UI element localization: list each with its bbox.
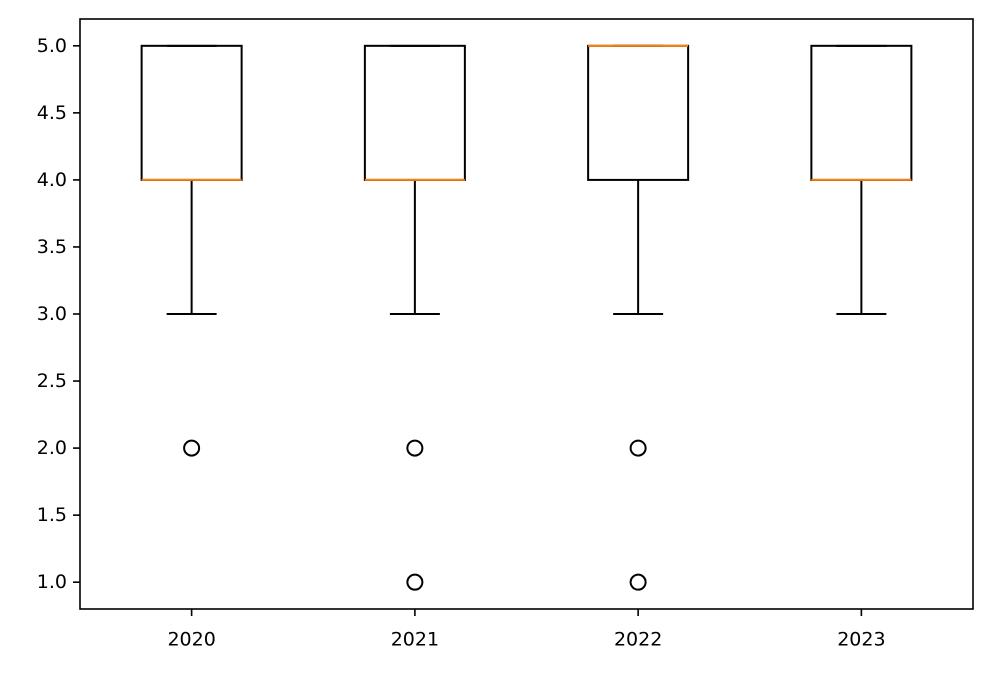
- y-tick-label: 3.5: [37, 236, 67, 258]
- y-tick-label: 3.0: [37, 303, 67, 325]
- x-tick-label: 2021: [391, 629, 439, 651]
- outlier-point: [629, 439, 647, 457]
- x-tick-label: 2022: [614, 629, 662, 651]
- plot-area: [140, 44, 913, 591]
- axes: 1.0 1.5 2.0 2.5 3.0 3.5 4.0 4.5 5.0 2020 2021 2022 2…: [37, 18, 974, 651]
- y-tick-label: 1.5: [37, 504, 67, 526]
- outlier-point: [406, 573, 424, 591]
- outlier-point: [183, 439, 201, 457]
- y-tick-label: 2.0: [37, 437, 67, 459]
- y-tick-label: 4.5: [37, 102, 67, 124]
- outlier-point: [406, 439, 424, 457]
- x-tick-label: 2023: [837, 629, 885, 651]
- y-tick-label: 2.5: [37, 370, 67, 392]
- y-tick-label: 4.0: [37, 169, 67, 191]
- x-tick-label: 2020: [167, 629, 215, 651]
- y-tick-label: 1.0: [37, 571, 67, 593]
- y-tick-label: 5.0: [37, 35, 67, 57]
- outlier-point: [629, 573, 647, 591]
